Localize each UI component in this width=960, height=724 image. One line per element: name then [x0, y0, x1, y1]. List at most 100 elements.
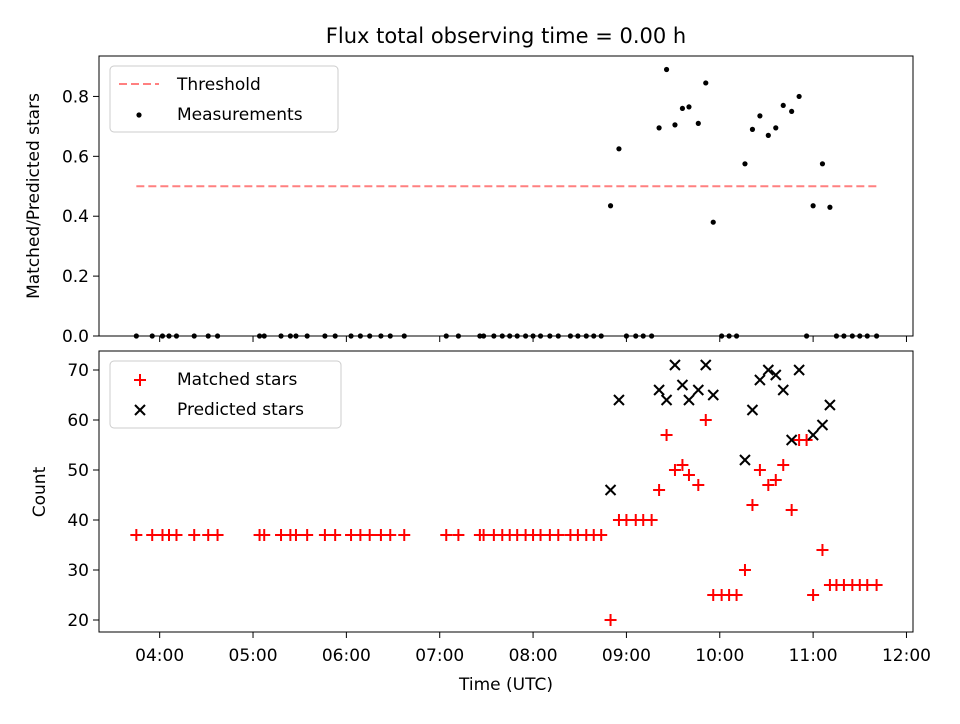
bottom-legend-box — [109, 360, 342, 429]
measurement-point — [656, 125, 662, 131]
measurement-point — [679, 105, 686, 112]
bottom-y-tick-label: 70 — [67, 361, 89, 381]
predicted-star-point — [739, 454, 751, 466]
matched-star-point — [289, 529, 302, 541]
bottom-x-tick-label: 04:00 — [135, 646, 184, 666]
matched-star-points — [130, 414, 883, 626]
matched-star-point — [595, 529, 608, 541]
predicted-star-points — [604, 359, 836, 496]
top-y-tick-label: 0.4 — [62, 207, 89, 227]
matched-star-point — [807, 589, 820, 601]
top-panel: 0.00.20.40.60.8 Matched/Predicted stars … — [24, 55, 914, 347]
matched-star-point — [452, 529, 465, 541]
matched-star-point — [785, 504, 798, 516]
bottom-plot-frame — [98, 350, 914, 633]
measurement-point — [827, 204, 833, 210]
predicted-star-point — [793, 364, 805, 376]
predicted-star-point — [824, 399, 836, 411]
predicted-star-point — [669, 359, 681, 371]
bottom-y-axis-label: Count — [30, 466, 50, 517]
predicted-star-point — [692, 384, 705, 396]
matched-star-point — [604, 614, 617, 626]
matched-star-point — [384, 529, 397, 541]
bottom-y-tick-label: 50 — [67, 461, 89, 481]
predicted-star-point — [816, 419, 829, 431]
top-y-tick-label: 0.2 — [62, 267, 89, 287]
measurement-point — [819, 161, 826, 167]
measurement-point — [607, 203, 614, 209]
predicted-star-point — [807, 429, 819, 441]
legend-matched-label: Matched stars — [177, 370, 297, 390]
matched-star-point — [692, 479, 705, 491]
matched-star-point — [660, 429, 673, 441]
legend-matched-swatch — [134, 374, 146, 386]
measurement-point — [757, 113, 763, 119]
predicted-star-point — [707, 389, 719, 401]
predicted-star-point — [660, 394, 673, 406]
matched-star-point — [211, 529, 224, 541]
matched-star-point — [676, 459, 689, 471]
predicted-star-point — [754, 374, 766, 386]
matched-star-point — [188, 529, 201, 541]
bottom-y-tick-label: 20 — [67, 611, 89, 631]
bottom-y-ticks: 20 30 40 50 60 70 — [67, 361, 99, 631]
measurement-point — [672, 122, 678, 128]
matched-star-point — [762, 479, 775, 491]
matched-star-point — [730, 589, 743, 601]
matched-star-point — [440, 529, 453, 541]
matched-star-point — [682, 469, 695, 481]
legend-threshold-label: Threshold — [176, 75, 261, 95]
measurement-point — [742, 161, 748, 167]
bottom-x-tick-label: 11:00 — [789, 646, 838, 666]
matched-star-point — [653, 484, 666, 496]
matched-star-point — [668, 464, 681, 476]
matched-star-point — [645, 514, 658, 526]
bottom-x-ticks: 04:00 05:00 06:00 07:00 08:00 09:00 10:00 11:00… — [135, 632, 931, 666]
predicted-star-point — [785, 434, 798, 446]
predicted-star-point — [770, 369, 782, 381]
bottom-x-tick-label: 08:00 — [509, 646, 558, 666]
predicted-star-point — [683, 394, 695, 406]
measurement-point — [749, 126, 756, 132]
bottom-y-tick-label: 40 — [67, 511, 89, 531]
predicted-star-point — [762, 364, 775, 376]
legend-predicted-swatch — [134, 404, 146, 416]
legend-predicted-label: Predicted stars — [177, 400, 304, 420]
matched-star-point — [363, 529, 376, 541]
measurement-point — [695, 120, 701, 126]
bottom-x-tick-label: 10:00 — [695, 646, 744, 666]
matched-star-point — [318, 529, 331, 541]
predicted-star-point — [777, 384, 789, 396]
matched-star-point — [753, 464, 766, 476]
top-legend: Threshold Measurements — [109, 65, 339, 133]
bottom-x-tick-label: 12:00 — [882, 646, 931, 666]
matched-star-point — [777, 459, 790, 471]
chart-title: Flux total observing time = 0.00 h — [326, 24, 686, 48]
measurement-point — [663, 66, 670, 73]
matched-star-point — [769, 474, 782, 486]
measurement-point — [710, 219, 716, 225]
top-legend-box — [109, 65, 339, 133]
matched-star-point — [329, 529, 342, 541]
bottom-legend: Matched stars Predicted stars — [109, 360, 342, 429]
legend-measurements-swatch — [136, 112, 142, 118]
x-axis-label: Time (UTC) — [458, 675, 553, 695]
matched-star-point — [258, 529, 271, 541]
top-y-ticks: 0.0 0.2 0.4 0.6 0.8 — [62, 87, 99, 347]
legend-measurements-label: Measurements — [177, 105, 303, 125]
bottom-y-tick-label: 60 — [67, 411, 89, 431]
matched-star-point — [146, 529, 159, 541]
bottom-x-tick-label: 09:00 — [602, 646, 651, 666]
matched-star-point — [699, 414, 712, 426]
matched-star-point — [870, 579, 883, 591]
matched-star-point — [746, 499, 759, 511]
matched-star-point — [738, 564, 751, 576]
measurement-point — [765, 132, 771, 138]
top-y-tick-label: 0.0 — [62, 327, 89, 347]
top-y-tick-label: 0.8 — [62, 87, 89, 107]
bottom-x-tick-label: 05:00 — [229, 646, 278, 666]
matched-star-point — [816, 544, 829, 556]
predicted-star-point — [613, 394, 625, 406]
